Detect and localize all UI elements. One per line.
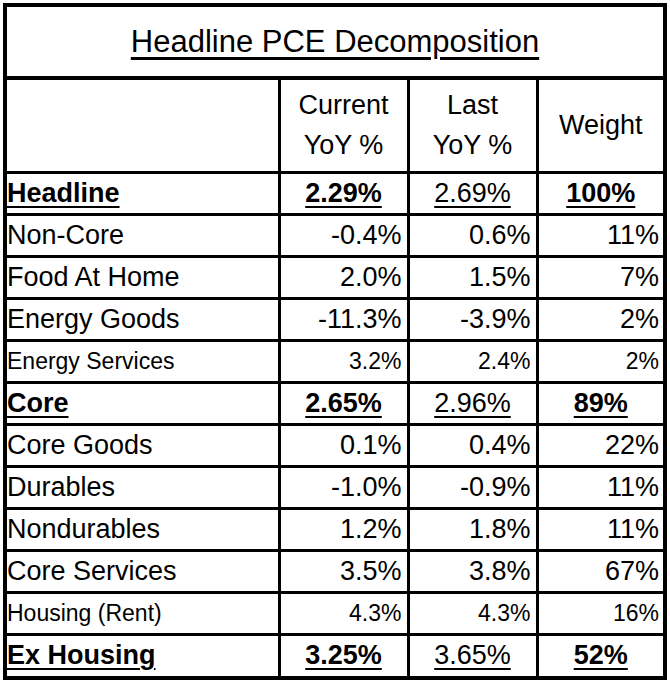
row-label: Non-Core	[7, 220, 124, 250]
table-row: Ex Housing 3.25% 3.65% 52%	[7, 634, 663, 676]
title-row: Headline PCE Decomposition	[7, 7, 663, 80]
header-weight: Weight	[537, 80, 663, 172]
last-yoy-value: 3.8%	[469, 556, 531, 586]
header-current-line1: Current	[281, 85, 407, 125]
header-category-cell	[7, 80, 279, 172]
row-label: Housing (Rent)	[7, 600, 162, 626]
row-label: Energy Services	[7, 348, 174, 374]
table-row: Energy Services 3.2% 2.4% 2%	[7, 340, 663, 382]
table-row: Core Services 3.5% 3.8% 67%	[7, 550, 663, 592]
table-row: Nondurables 1.2% 1.8% 11%	[7, 508, 663, 550]
last-yoy-value: 0.4%	[469, 430, 531, 460]
weight-value: 7%	[620, 262, 659, 292]
header-current-yoy: Current YoY %	[279, 80, 408, 172]
current-yoy-value: 3.2%	[349, 348, 401, 374]
table-frame: Headline PCE Decomposition Current YoY %…	[3, 3, 667, 680]
last-yoy-value: -3.9%	[460, 304, 531, 334]
weight-value: 11%	[607, 472, 659, 502]
last-yoy-value: 2.69%	[434, 178, 511, 208]
row-label: Energy Goods	[7, 304, 180, 334]
row-label: Nondurables	[7, 514, 160, 544]
table-row: Food At Home 2.0% 1.5% 7%	[7, 256, 663, 298]
row-label: Ex Housing	[7, 640, 156, 670]
last-yoy-value: 1.8%	[469, 514, 531, 544]
header-current-line2: YoY %	[281, 125, 407, 165]
last-yoy-value: 1.5%	[469, 262, 531, 292]
last-yoy-value: 4.3%	[478, 600, 530, 626]
page-title: Headline PCE Decomposition	[131, 24, 539, 60]
pce-decomposition-table: Current YoY % Last YoY % Weight Headline…	[7, 80, 663, 676]
weight-value: 89%	[574, 388, 628, 418]
table-row: Non-Core -0.4% 0.6% 11%	[7, 214, 663, 256]
weight-value: 52%	[574, 640, 628, 670]
current-yoy-value: -1.0%	[331, 472, 402, 502]
table-row: Energy Goods -11.3% -3.9% 2%	[7, 298, 663, 340]
table-row: Core Goods 0.1% 0.4% 22%	[7, 424, 663, 466]
table-row: Core 2.65% 2.96% 89%	[7, 382, 663, 424]
current-yoy-value: 3.25%	[305, 640, 382, 670]
last-yoy-value: -0.9%	[460, 472, 531, 502]
current-yoy-value: -0.4%	[331, 220, 402, 250]
weight-value: 2%	[626, 348, 659, 374]
weight-value: 67%	[605, 556, 659, 586]
header-weight-label: Weight	[539, 105, 664, 145]
current-yoy-value: 4.3%	[349, 600, 401, 626]
weight-value: 16%	[613, 600, 659, 626]
header-last-yoy: Last YoY %	[408, 80, 537, 172]
current-yoy-value: 2.65%	[305, 388, 382, 418]
current-yoy-value: 1.2%	[340, 514, 402, 544]
table-row: Housing (Rent) 4.3% 4.3% 16%	[7, 592, 663, 634]
current-yoy-value: 0.1%	[340, 430, 402, 460]
table-row: Headline 2.29% 2.69% 100%	[7, 172, 663, 214]
current-yoy-value: 3.5%	[340, 556, 402, 586]
current-yoy-value: 2.29%	[305, 178, 382, 208]
last-yoy-value: 2.96%	[434, 388, 511, 418]
row-label: Food At Home	[7, 262, 180, 292]
weight-value: 11%	[607, 514, 659, 544]
weight-value: 2%	[620, 304, 659, 334]
current-yoy-value: 2.0%	[340, 262, 402, 292]
last-yoy-value: 2.4%	[478, 348, 530, 374]
row-label: Headline	[7, 178, 120, 208]
current-yoy-value: -11.3%	[318, 304, 402, 334]
row-label: Core Services	[7, 556, 177, 586]
weight-value: 11%	[607, 220, 659, 250]
table-row: Durables -1.0% -0.9% 11%	[7, 466, 663, 508]
header-last-line1: Last	[410, 85, 536, 125]
header-last-line2: YoY %	[410, 125, 536, 165]
last-yoy-value: 3.65%	[434, 640, 511, 670]
row-label: Core	[7, 388, 69, 418]
weight-value: 22%	[605, 430, 659, 460]
row-label: Core Goods	[7, 430, 153, 460]
last-yoy-value: 0.6%	[469, 220, 531, 250]
header-row: Current YoY % Last YoY % Weight	[7, 80, 663, 172]
row-label: Durables	[7, 472, 115, 502]
weight-value: 100%	[566, 178, 635, 208]
